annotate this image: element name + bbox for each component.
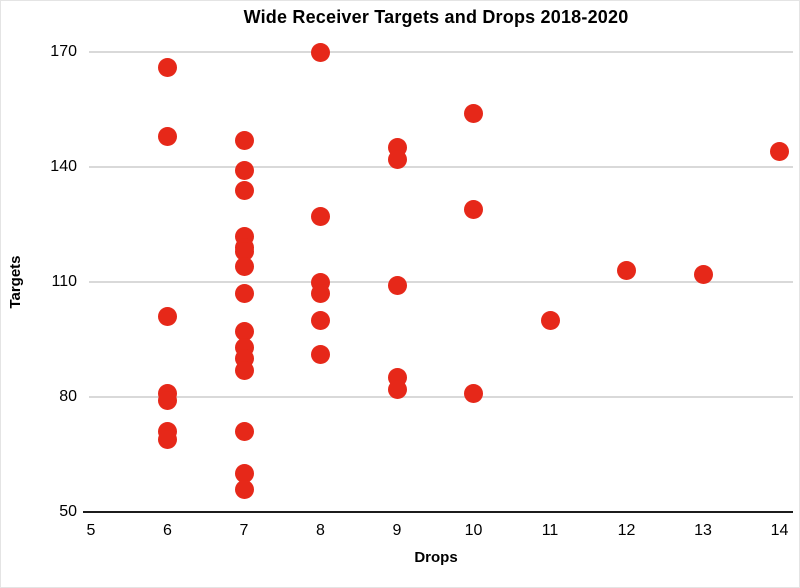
data-point xyxy=(234,161,254,181)
y-axis-title: Targets xyxy=(7,255,24,309)
x-tick-label-7: 7 xyxy=(239,522,249,539)
data-point xyxy=(311,207,330,227)
data-point xyxy=(387,276,407,296)
data-point xyxy=(234,360,254,380)
data-point xyxy=(234,464,254,484)
data-point xyxy=(464,383,483,403)
data-point xyxy=(234,130,254,150)
data-point xyxy=(158,391,177,411)
x-tick-label-13: 13 xyxy=(694,522,712,539)
x-tick-label-10: 10 xyxy=(464,522,483,539)
data-point xyxy=(158,126,177,146)
gridline-y-80 xyxy=(89,396,793,398)
data-point xyxy=(158,57,177,77)
x-tick-label-5: 5 xyxy=(86,522,96,539)
data-point xyxy=(234,422,254,441)
data-point xyxy=(387,149,407,169)
data-point xyxy=(464,199,483,219)
gridline-y-110 xyxy=(89,281,793,283)
data-point xyxy=(311,345,330,365)
data-point xyxy=(234,257,254,277)
data-point xyxy=(540,310,560,330)
y-tick-label-170: 170 xyxy=(50,43,77,60)
x-tick-label-11: 11 xyxy=(541,522,559,539)
y-tick-label-110: 110 xyxy=(51,273,77,290)
data-point xyxy=(311,284,330,303)
y-tick-label-80: 80 xyxy=(59,388,77,405)
data-point xyxy=(234,180,254,200)
x-axis-title: Drops xyxy=(414,549,458,566)
y-tick-label-140: 140 xyxy=(50,158,77,175)
data-point xyxy=(770,142,789,162)
data-point xyxy=(387,379,407,399)
gridline-y-140 xyxy=(89,166,793,168)
data-point xyxy=(311,42,330,62)
data-point xyxy=(234,284,254,303)
x-axis-line xyxy=(83,511,793,513)
data-point xyxy=(234,241,254,261)
y-tick-label-50: 50 xyxy=(59,503,77,520)
gridline-y-170 xyxy=(89,51,793,53)
data-point xyxy=(311,310,330,330)
x-tick-label-9: 9 xyxy=(392,522,402,539)
data-point xyxy=(234,322,254,342)
data-point xyxy=(693,264,713,284)
data-point xyxy=(464,103,483,123)
x-tick-label-14: 14 xyxy=(770,522,789,539)
x-tick-label-6: 6 xyxy=(163,522,172,539)
data-point xyxy=(234,479,254,499)
chart-title: Wide Receiver Targets and Drops 2018-202… xyxy=(243,7,629,27)
data-point xyxy=(158,429,177,449)
data-point xyxy=(158,307,177,326)
x-tick-label-8: 8 xyxy=(316,522,325,539)
x-tick-label-12: 12 xyxy=(617,522,636,539)
data-point xyxy=(617,261,636,280)
